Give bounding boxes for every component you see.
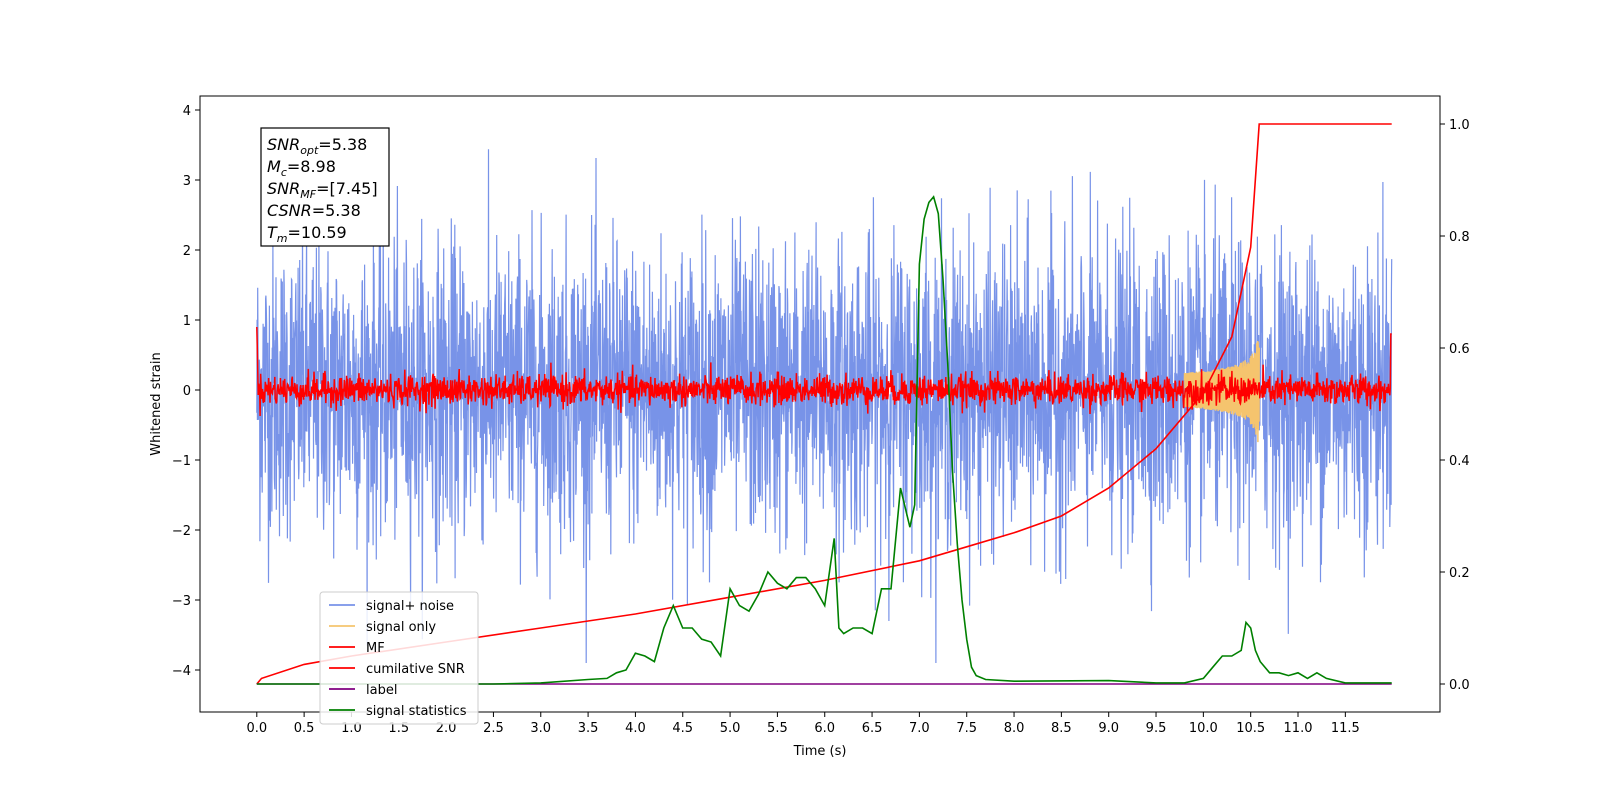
info-line-symbol: M [267, 157, 281, 176]
x-tick-label: 2.5 [483, 721, 504, 736]
x-tick-label: 1.5 [388, 721, 409, 736]
y-tick-label: 2 [183, 244, 191, 259]
x-tick-label: 11.0 [1284, 721, 1313, 736]
info-line-value: =5.38 [318, 135, 367, 154]
y-tick-label: −4 [172, 664, 191, 679]
series-signal-statistics [256, 195, 1392, 685]
info-line: SNRMF=[7.45] [267, 179, 378, 201]
x-tick-label: 3.0 [530, 721, 551, 736]
x-tick-label: 5.5 [767, 721, 788, 736]
info-line-subscript: MF [300, 188, 316, 201]
info-line-symbol: CSNR [267, 201, 312, 220]
legend-entry: MF [366, 641, 385, 656]
series-mf [256, 326, 1392, 417]
info-line-value: =5.38 [312, 201, 361, 220]
y2-tick-label: 0.2 [1449, 566, 1470, 581]
x-tick-label: 4.0 [625, 721, 646, 736]
info-line: CSNR=5.38 [267, 201, 361, 220]
x-tick-label: 9.0 [1098, 721, 1119, 736]
plot-frame [199, 95, 1441, 713]
info-box-frame [260, 127, 390, 247]
x-tick-label: 1.0 [341, 721, 362, 736]
info-line-subscript: opt [300, 144, 319, 157]
info-line-symbol: SNR [267, 179, 300, 198]
x-tick-label: 0.0 [246, 721, 267, 736]
x-tick-label: 3.5 [578, 721, 599, 736]
x-tick-label: 6.5 [862, 721, 883, 736]
y2-tick-label: 0.8 [1449, 230, 1470, 245]
x-tick-label: 5.0 [720, 721, 741, 736]
x-tick-label: 4.5 [672, 721, 693, 736]
info-line-subscript: c [281, 166, 287, 179]
x-tick-label: 2.0 [436, 721, 457, 736]
y-tick-label: −3 [172, 594, 191, 609]
y-axis-label: Whitened strain [149, 352, 164, 455]
x-axis-label: Time (s) [793, 744, 847, 759]
info-box: SNRopt=5.38Mc=8.98SNRMF=[7.45]CSNR=5.38T… [260, 127, 390, 247]
info-line-value: =8.98 [287, 157, 336, 176]
y2-tick-label: 0.0 [1449, 678, 1470, 693]
legend-entry: signal only [366, 620, 436, 635]
legend: signal+ noise signal only MF cumilative SNR… [319, 591, 479, 725]
x-tick-label: 7.5 [956, 721, 977, 736]
x-tick-label: 8.0 [1004, 721, 1025, 736]
axes: 0.0 0.5 1.0 1.5 2.0 2.5 3.0 3.5 4.0 4.5 5.0 5.5 6.0 6… [172, 104, 1470, 736]
y-tick-label: 4 [183, 104, 191, 119]
info-line-value: =10.59 [288, 223, 347, 242]
info-line-symbol: SNR [267, 135, 300, 154]
y2-tick-label: 1.0 [1449, 118, 1470, 133]
legend-entry: cumilative SNR [366, 662, 465, 677]
info-line-symbol: T [267, 223, 278, 242]
info-line: SNRopt=5.38 [267, 135, 367, 157]
y-tick-label: 0 [183, 384, 191, 399]
series-signal-noise [256, 149, 1393, 664]
info-line: Mc=8.98 [267, 157, 336, 179]
info-line-value: =[7.45] [316, 179, 378, 198]
y-tick-label: 1 [183, 314, 191, 329]
info-line-subscript: m [277, 232, 288, 245]
y-tick-label: −1 [172, 454, 191, 469]
legend-entry: signal+ noise [366, 599, 454, 614]
x-tick-label: 8.5 [1051, 721, 1072, 736]
x-tick-label: 0.5 [294, 721, 315, 736]
x-tick-label: 11.5 [1331, 721, 1360, 736]
legend-frame [319, 591, 479, 725]
y2-tick-label: 0.6 [1449, 342, 1470, 357]
y2-tick-label: 0.4 [1449, 454, 1470, 469]
x-tick-label: 7.0 [909, 721, 930, 736]
info-line: Tm=10.59 [267, 223, 347, 245]
x-tick-label: 9.5 [1146, 721, 1167, 736]
x-tick-label: 10.0 [1189, 721, 1218, 736]
y-tick-label: −2 [172, 524, 191, 539]
y-tick-label: 3 [183, 174, 191, 189]
legend-entry: signal statistics [366, 704, 467, 719]
x-tick-label: 6.0 [814, 721, 835, 736]
legend-entry: label [366, 683, 397, 698]
x-tick-label: 10.5 [1236, 721, 1265, 736]
